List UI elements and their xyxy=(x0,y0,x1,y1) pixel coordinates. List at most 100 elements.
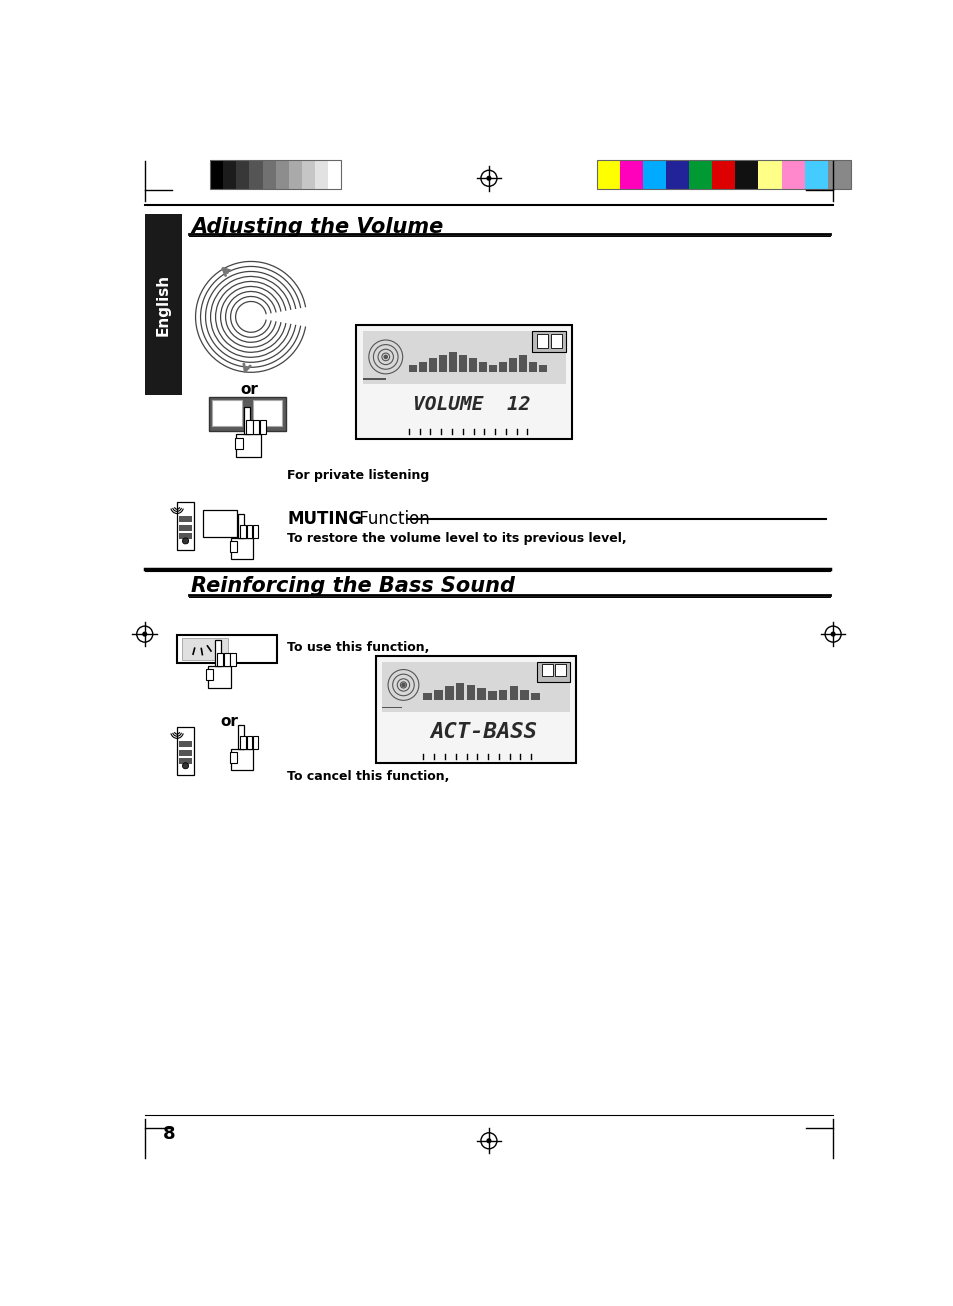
Polygon shape xyxy=(240,737,246,748)
Bar xyxy=(735,159,758,189)
Polygon shape xyxy=(253,525,258,538)
Polygon shape xyxy=(224,653,230,666)
Bar xyxy=(488,691,497,700)
Bar xyxy=(375,656,576,764)
Bar xyxy=(619,159,642,189)
Circle shape xyxy=(182,538,189,545)
Text: For private listening: For private listening xyxy=(287,469,429,482)
Bar xyxy=(210,159,223,189)
Polygon shape xyxy=(238,513,244,538)
Bar xyxy=(518,355,526,372)
Text: -: - xyxy=(223,415,228,428)
Text: English: English xyxy=(155,274,171,337)
Bar xyxy=(458,355,466,372)
Bar xyxy=(758,159,781,189)
Bar xyxy=(409,364,416,372)
Text: To restore the volume level to its previous level,: To restore the volume level to its previ… xyxy=(287,532,626,545)
Text: or: or xyxy=(240,383,258,397)
Bar xyxy=(289,159,301,189)
Bar xyxy=(712,159,735,189)
Polygon shape xyxy=(253,737,258,748)
Bar xyxy=(532,330,565,353)
Bar xyxy=(498,362,506,372)
Polygon shape xyxy=(206,670,213,680)
Bar xyxy=(476,688,485,700)
Bar xyxy=(253,400,281,426)
Bar xyxy=(438,355,446,372)
Circle shape xyxy=(830,632,834,636)
Bar xyxy=(179,525,192,532)
Bar xyxy=(466,684,475,700)
Bar xyxy=(301,159,314,189)
Bar xyxy=(478,362,486,372)
Bar xyxy=(449,353,456,372)
Bar xyxy=(489,364,497,372)
Circle shape xyxy=(182,763,189,769)
Polygon shape xyxy=(260,421,266,434)
Circle shape xyxy=(400,683,405,687)
Bar xyxy=(275,159,289,189)
Bar xyxy=(179,516,192,522)
Bar xyxy=(181,637,228,660)
Polygon shape xyxy=(230,752,236,763)
Bar xyxy=(145,214,181,396)
Bar xyxy=(314,159,328,189)
Text: Adjusting the Volume: Adjusting the Volume xyxy=(191,217,443,236)
Bar xyxy=(537,334,548,347)
Bar xyxy=(418,362,426,372)
Bar xyxy=(356,325,572,439)
Bar xyxy=(381,707,401,708)
Bar xyxy=(827,159,850,189)
Bar xyxy=(381,662,569,712)
Bar xyxy=(209,397,285,431)
Circle shape xyxy=(487,1139,490,1143)
Polygon shape xyxy=(246,421,253,434)
Bar xyxy=(537,662,569,682)
Bar xyxy=(531,692,539,700)
Bar xyxy=(179,750,192,756)
Polygon shape xyxy=(208,666,231,688)
Bar xyxy=(177,503,193,550)
Bar xyxy=(362,330,565,384)
Polygon shape xyxy=(234,438,242,449)
Bar xyxy=(781,159,803,189)
Polygon shape xyxy=(240,525,246,538)
Circle shape xyxy=(383,355,388,359)
Bar xyxy=(596,159,850,189)
Bar xyxy=(179,757,192,764)
Bar xyxy=(555,665,565,677)
Text: ACT-BASS: ACT-BASS xyxy=(430,722,537,742)
Bar xyxy=(179,741,192,747)
Bar xyxy=(803,159,827,189)
Bar xyxy=(509,687,517,700)
Polygon shape xyxy=(217,653,223,666)
Bar xyxy=(423,692,432,700)
Bar xyxy=(262,159,275,189)
Bar xyxy=(456,683,464,700)
Bar xyxy=(665,159,688,189)
Bar xyxy=(541,665,552,677)
Polygon shape xyxy=(230,541,236,551)
Bar xyxy=(177,727,193,774)
Bar xyxy=(249,159,262,189)
Text: JVC: JVC xyxy=(181,769,190,774)
Text: JVC: JVC xyxy=(181,545,190,549)
Bar xyxy=(429,358,436,372)
Bar xyxy=(328,159,341,189)
Bar xyxy=(444,687,453,700)
Bar xyxy=(469,358,476,372)
Bar xyxy=(434,690,442,700)
Polygon shape xyxy=(231,748,253,769)
Text: To use this function,: To use this function, xyxy=(287,641,429,654)
Polygon shape xyxy=(246,737,252,748)
Polygon shape xyxy=(244,407,250,434)
Polygon shape xyxy=(214,640,220,666)
Text: 8: 8 xyxy=(163,1126,175,1143)
Text: To cancel this function,: To cancel this function, xyxy=(287,769,449,782)
Bar xyxy=(179,533,192,539)
Bar xyxy=(223,159,236,189)
Bar xyxy=(520,690,528,700)
Text: +: + xyxy=(263,415,274,428)
Polygon shape xyxy=(253,421,259,434)
Polygon shape xyxy=(238,725,244,748)
